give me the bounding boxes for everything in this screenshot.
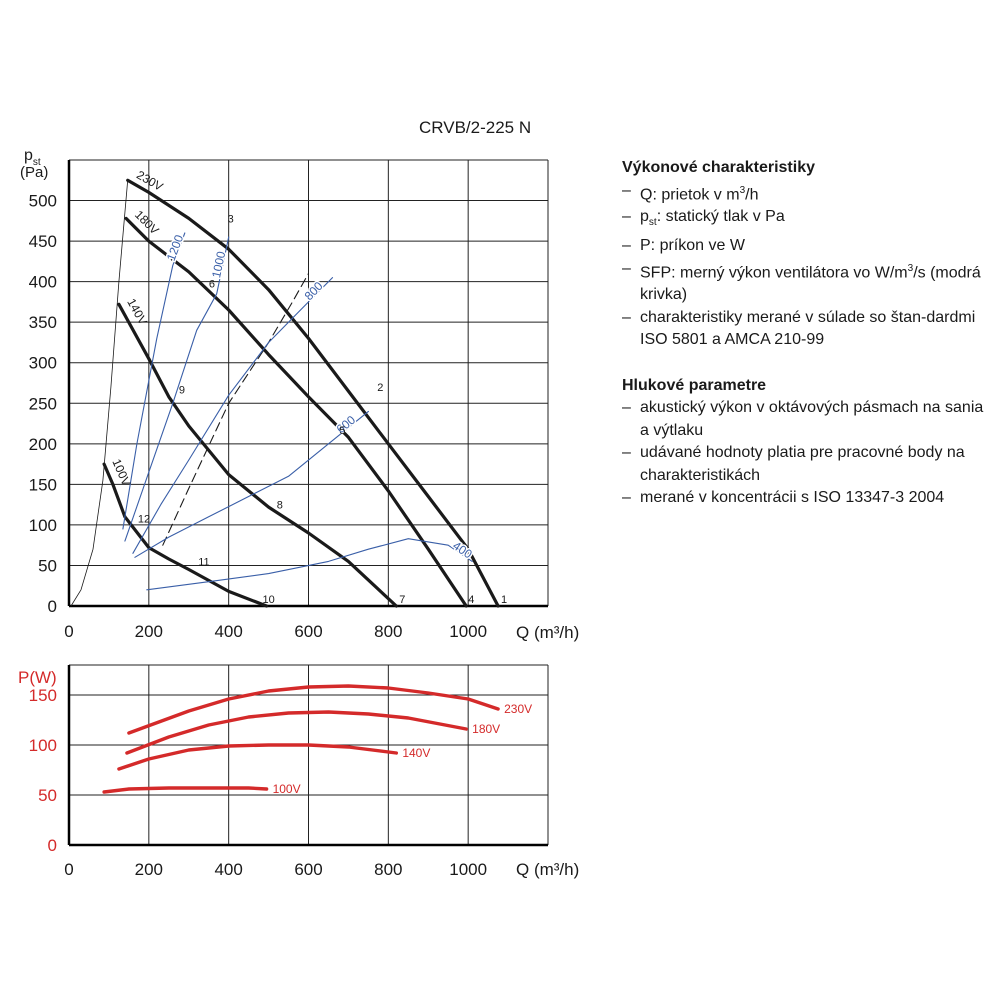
- list-item: SFP: merný výkon ventilátora vo W/m3/s (…: [622, 258, 994, 307]
- operating-point-label: 7: [399, 594, 405, 606]
- power-curve-230V: [127, 684, 500, 735]
- y-tick-label: 350: [29, 313, 57, 332]
- y-tick-label: 500: [29, 192, 57, 211]
- list-item: Q: prietok v m3/h: [622, 180, 994, 207]
- pressure-curves: [70, 178, 500, 608]
- x-tick-label: 800: [374, 622, 402, 641]
- power-curves: [102, 684, 500, 794]
- operating-point-label: 9: [179, 385, 185, 397]
- sfp-label: 600: [334, 413, 359, 437]
- x-tick-label: 200: [135, 622, 163, 641]
- sfp-curve-600: [134, 410, 369, 558]
- y-tick-label: 150: [29, 475, 57, 494]
- x-tick-label: 1000: [449, 622, 487, 641]
- sfp-curve-1200: [122, 232, 186, 530]
- sfp-label: 1200: [164, 233, 187, 263]
- x-tick-label: 400: [214, 860, 242, 879]
- operating-point-label: 11: [198, 556, 209, 568]
- operating-point-label: 1: [501, 594, 507, 606]
- operating-point-label: 5: [339, 425, 345, 437]
- power-grid: 0 200 400 600 800 1000 0 50 100 150: [29, 664, 549, 879]
- power-curve-140V: [117, 743, 398, 771]
- y-tick-label: 300: [29, 354, 57, 373]
- x-tick-label: 1000: [449, 860, 487, 879]
- list-item: udávané hodnoty platia pre pracovné body…: [622, 442, 994, 487]
- operating-point-label: 3: [228, 213, 234, 225]
- fan-curve-180V: [124, 216, 468, 608]
- list-item: pst: statický tlak v Pa: [622, 206, 994, 235]
- x-tick-label: 0: [64, 860, 73, 879]
- sfp-curve-1000: [124, 236, 230, 542]
- x-tick-label: 200: [135, 860, 163, 879]
- sfp-curve-800: [132, 277, 334, 554]
- list-item: charakteristiky merané v súlade so štan-…: [622, 307, 994, 352]
- power-curve-label: 100V: [273, 782, 301, 796]
- y-tick-label: 250: [29, 394, 57, 413]
- operating-point-label: 6: [209, 278, 215, 290]
- y-tick-label: 200: [29, 435, 57, 454]
- power-axis-label: P(W): [18, 668, 57, 687]
- section-heading-noise: Hlukové parametre: [622, 376, 767, 394]
- operating-point-label: 10: [262, 594, 274, 606]
- y-tick-label: 450: [29, 232, 57, 251]
- fan-curve-100V: [102, 462, 269, 608]
- power-curve-label: 140V: [402, 746, 430, 760]
- bottom-x-axis-label: Q (m³/h): [516, 860, 579, 879]
- pressure-grid: 0 200 400 600 800 1000 0 50 100 150 200 250 300 350 40…: [29, 159, 549, 641]
- sfp-label: 800: [302, 279, 326, 303]
- power-curve-100V: [102, 786, 269, 794]
- power-curve-label: 230V: [504, 702, 532, 716]
- x-tick-label: 400: [214, 622, 242, 641]
- performance-list: Q: prietok v m3/h pst: statický tlak v P…: [622, 180, 994, 352]
- section-heading-performance: Výkonové charakteristiky: [622, 159, 815, 176]
- power-labels: 230V 180V 140V 100V: [273, 702, 533, 796]
- y-tick-label: 100: [29, 516, 57, 535]
- y-tick-label: 50: [38, 556, 57, 575]
- operating-point-label: 8: [277, 500, 283, 512]
- operating-point-label: 12: [138, 513, 150, 525]
- noise-list: akustický výkon v oktávových pásmach na …: [622, 397, 994, 510]
- list-item: merané v koncentrácii s ISO 13347-3 2004: [622, 487, 994, 510]
- chart-title: CRVB/2-225 N: [419, 118, 531, 137]
- fan-curve-140V: [117, 302, 398, 608]
- power-curve-label: 180V: [472, 722, 500, 736]
- operating-point-label: 4: [468, 594, 474, 606]
- fan-curve-230V: [126, 178, 500, 608]
- pressure-axis-unit: (Pa): [20, 164, 48, 181]
- power-curve-180V: [125, 710, 468, 755]
- x-tick-label: 0: [64, 622, 73, 641]
- y-tick-label: 50: [38, 786, 57, 805]
- envelope-curve: [70, 179, 129, 607]
- y-tick-label: 100: [29, 736, 57, 755]
- x-tick-label: 800: [374, 860, 402, 879]
- y-tick-label: 400: [29, 273, 57, 292]
- dashed-curve: [162, 272, 310, 546]
- voltage-label: 230V: [134, 168, 165, 194]
- info-panel: Výkonové charakteristiky Q: prietok v m3…: [622, 157, 994, 533]
- y-tick-label: 0: [48, 836, 57, 855]
- x-tick-label: 600: [294, 622, 322, 641]
- voltage-label: 180V: [132, 208, 162, 238]
- list-item: akustický výkon v oktávových pásmach na …: [622, 397, 994, 442]
- y-tick-label: 150: [29, 686, 57, 705]
- top-x-axis-label: Q (m³/h): [516, 623, 579, 642]
- y-tick-label: 0: [48, 597, 57, 616]
- x-tick-label: 600: [294, 860, 322, 879]
- sfp-curve-400: [146, 538, 473, 591]
- pressure-axis-label: pst: [24, 147, 41, 168]
- list-item: P: príkon ve W: [622, 235, 994, 258]
- sfp-label: 1000: [209, 250, 228, 279]
- operating-point-label: 2: [377, 382, 383, 394]
